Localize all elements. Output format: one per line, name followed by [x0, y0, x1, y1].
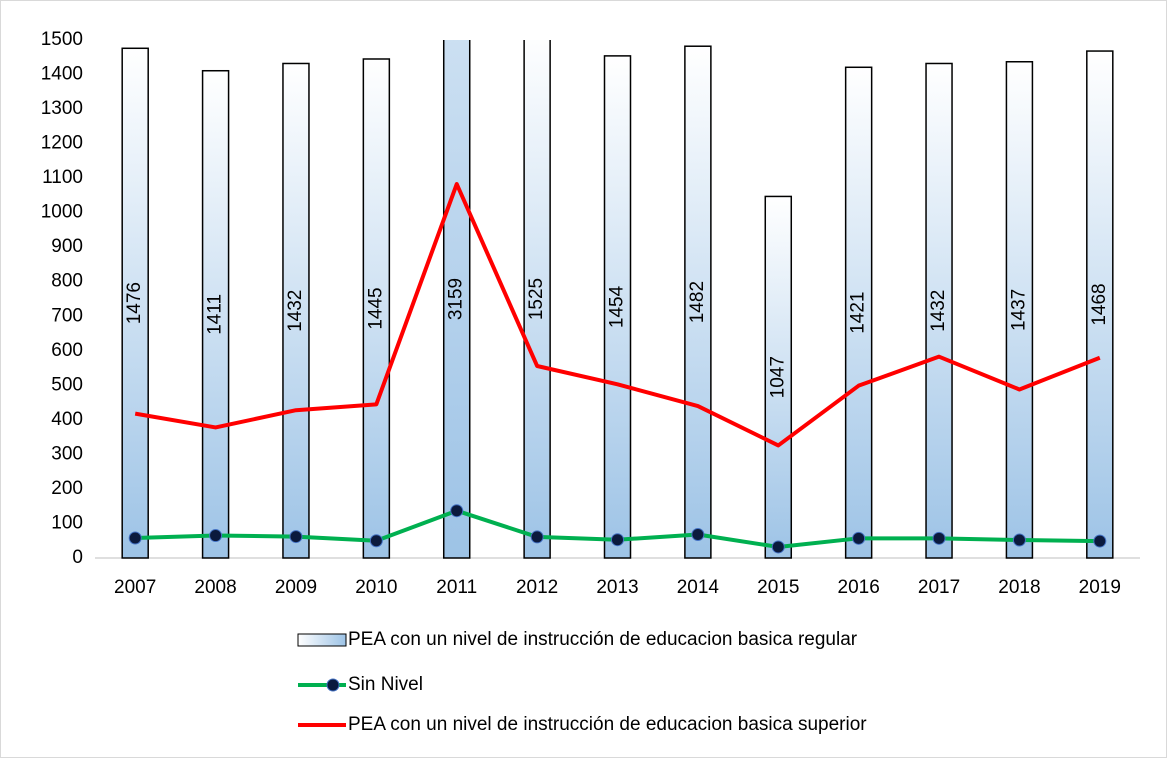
bar: [603, 55, 632, 559]
bar: [121, 47, 149, 559]
line-marker: [289, 530, 303, 544]
line-marker: [450, 504, 464, 518]
y-tick-label: 100: [51, 512, 83, 533]
bar: [1005, 61, 1034, 559]
line-marker: [128, 531, 142, 545]
x-tick-label: 2010: [355, 577, 397, 598]
y-tick-label: 200: [51, 478, 83, 499]
bar-value-label: 1482: [687, 281, 708, 323]
x-tick-label: 2011: [436, 577, 477, 598]
bar: [1086, 50, 1114, 559]
y-tick-label: 1500: [41, 29, 83, 50]
line: [134, 182, 1101, 448]
legend-label: PEA con un nivel de instrucción de educa…: [348, 714, 867, 735]
x-tick-label: 2017: [918, 577, 960, 598]
x-tick-label: 2015: [757, 577, 799, 598]
y-tick-label: 700: [51, 305, 83, 326]
bar-value-label: 1432: [285, 290, 306, 332]
x-tick-label: 2018: [998, 577, 1040, 598]
line-marker: [771, 540, 785, 554]
y-tick-label: 400: [51, 409, 83, 430]
line-marker: [691, 528, 705, 542]
bar-value-label: 1468: [1089, 283, 1110, 325]
bar: [442, 40, 471, 559]
line-marker: [209, 529, 223, 543]
y-tick-label: 0: [72, 547, 83, 568]
y-tick-label: 1100: [42, 167, 83, 188]
y-tick-label: 1000: [41, 202, 83, 223]
legend-label: PEA con un nivel de instrucción de educa…: [348, 629, 858, 650]
bar: [764, 195, 793, 559]
line-marker: [611, 533, 624, 547]
plot-area: [121, 40, 1114, 559]
line-marker: [1012, 533, 1026, 547]
bar-value-label: 1454: [607, 285, 628, 328]
legend-label: Sin Nivel: [348, 674, 423, 695]
y-tick-label: 600: [51, 340, 83, 361]
legend-swatch: [297, 633, 347, 647]
x-tick-label: 2007: [114, 577, 156, 598]
y-tick-label: 300: [51, 443, 83, 464]
bar: [925, 62, 953, 559]
y-tick-label: 800: [51, 271, 83, 292]
bar-value-label: 1437: [1008, 289, 1029, 331]
x-tick-label: 2014: [677, 577, 720, 598]
bar: [684, 45, 712, 559]
bar-value-label: 1525: [526, 278, 547, 320]
bar: [523, 40, 551, 559]
y-tick-label: 900: [51, 236, 83, 257]
line-marker: [369, 534, 383, 548]
line-marker: [852, 531, 866, 545]
bar-value-label: 1445: [365, 287, 386, 329]
x-tick-label: 2019: [1079, 577, 1121, 598]
bar-value-label: 1047: [767, 356, 788, 398]
line-marker: [932, 531, 946, 545]
bar: [844, 66, 873, 559]
y-tick-label: 1300: [41, 98, 83, 119]
x-tick-label: 2012: [516, 577, 558, 598]
bar-value-label: 1432: [928, 290, 949, 332]
bar-value-label: 3159: [446, 278, 467, 320]
bar: [201, 69, 230, 559]
x-tick-label: 2009: [275, 577, 317, 598]
bar-value-label: 1411: [205, 294, 226, 335]
bar-value-label: 1421: [848, 292, 869, 334]
y-tick-label: 500: [51, 374, 83, 395]
bar-value-label: 1476: [124, 282, 145, 324]
bar: [282, 62, 310, 559]
x-tick-label: 2008: [194, 577, 236, 598]
line-marker: [530, 530, 544, 544]
x-tick-label: 2016: [838, 577, 880, 598]
legend-marker: [326, 678, 340, 692]
y-tick-label: 1400: [41, 64, 83, 85]
bar: [362, 58, 391, 559]
x-tick-label: 2013: [596, 577, 638, 598]
y-tick-label: 1200: [41, 133, 83, 154]
line-marker: [1093, 534, 1107, 548]
